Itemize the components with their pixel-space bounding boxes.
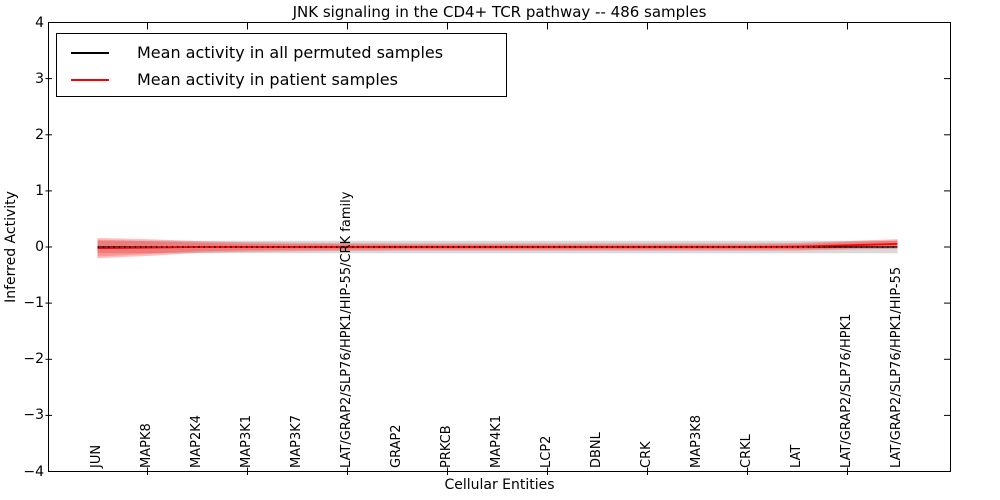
y-tick-label: 0 bbox=[35, 239, 44, 255]
x-entity-label: CRK bbox=[639, 441, 654, 468]
x-entity-label: LAT/GRAP2/SLP76/HPK1/HIP-55 bbox=[889, 266, 904, 468]
y-tick-label: 4 bbox=[35, 14, 44, 31]
legend-label-patient: Mean activity in patient samples bbox=[137, 70, 398, 89]
patient-line-swatch-icon bbox=[71, 78, 109, 81]
x-entity-label: LAT bbox=[789, 444, 804, 468]
x-entity-label: CRKL bbox=[739, 434, 754, 468]
x-entity-label: DBNL bbox=[589, 432, 604, 468]
x-entity-label: GRAP2 bbox=[389, 424, 404, 468]
x-entity-label: MAP3K8 bbox=[689, 414, 704, 468]
chart-title: JNK signaling in the CD4+ TCR pathway --… bbox=[292, 3, 707, 21]
x-entity-label: LAT/GRAP2/SLP76/HPK1/HIP-55/CRK family bbox=[339, 191, 354, 468]
patient-std-band-outer bbox=[97, 238, 898, 259]
y-tick-label: −1 bbox=[23, 295, 44, 312]
legend-item-permuted: Mean activity in all permuted samples bbox=[57, 39, 506, 66]
y-tick-label: 1 bbox=[35, 182, 44, 199]
x-entity-label: MAP2K4 bbox=[189, 414, 204, 468]
x-entity-label: MAPK8 bbox=[139, 423, 154, 468]
legend: Mean activity in all permuted samples Me… bbox=[56, 33, 507, 97]
y-tick-label: 3 bbox=[35, 70, 44, 87]
y-tick-label: 2 bbox=[35, 126, 44, 143]
legend-item-patient: Mean activity in patient samples bbox=[57, 66, 506, 93]
x-entity-label: JUN bbox=[89, 444, 104, 468]
x-entity-label: PRKCB bbox=[439, 425, 454, 468]
legend-label-permuted: Mean activity in all permuted samples bbox=[137, 43, 444, 62]
y-tick-label: −3 bbox=[23, 407, 44, 424]
x-entity-label: MAP4K1 bbox=[489, 414, 504, 468]
y-tick-label: −4 bbox=[23, 463, 44, 480]
x-entity-label: LCP2 bbox=[539, 435, 554, 468]
x-axis-label: Cellular Entities bbox=[444, 477, 555, 493]
y-tick-label: −2 bbox=[23, 351, 44, 368]
patient-std-band-inner bbox=[97, 239, 898, 257]
x-entity-label: LAT/GRAP2/SLP76/HPK1 bbox=[839, 313, 854, 468]
x-entity-label: MAP3K7 bbox=[289, 414, 304, 468]
x-entity-label: MAP3K1 bbox=[239, 414, 254, 468]
permuted-line-swatch-icon bbox=[71, 51, 109, 54]
